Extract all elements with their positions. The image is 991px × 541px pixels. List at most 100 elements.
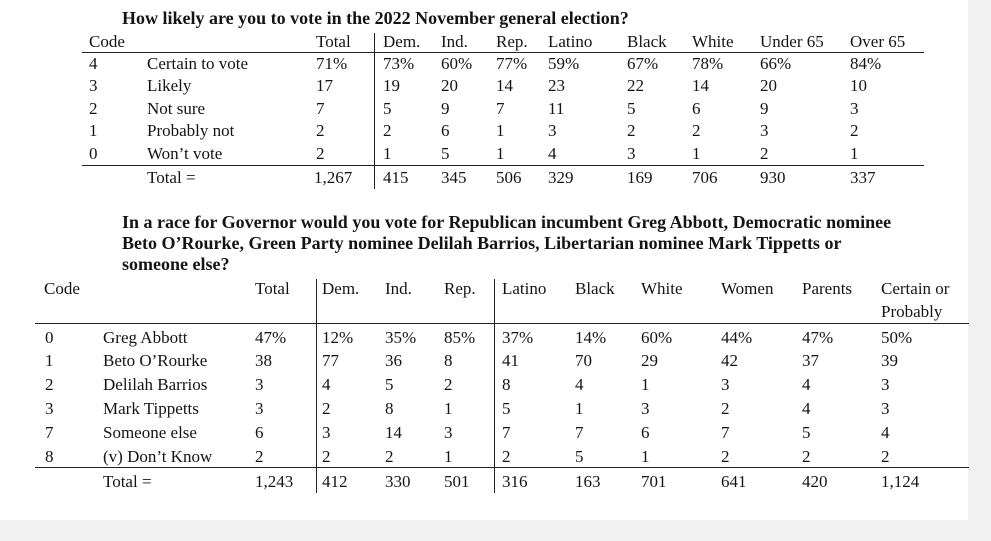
table1-total-cell: 930 <box>760 168 786 187</box>
table2-cell: 37 <box>802 351 819 370</box>
table2-cell: 7 <box>575 423 584 442</box>
table1-cell: 23 <box>548 76 565 95</box>
table1-cell: 71% <box>316 54 348 73</box>
table1-cell: 1 <box>496 121 505 140</box>
table1-row-code: 4 <box>89 54 98 73</box>
table2-column-header: Dem. <box>322 279 360 298</box>
table1-row-label: Probably not <box>147 121 235 140</box>
table2-cell: 6 <box>255 423 264 442</box>
table1-column-header: Total <box>316 32 351 51</box>
table1-cell: 60% <box>441 54 473 73</box>
table1-total-cell: 415 <box>383 168 409 187</box>
table1-cell: 59% <box>548 54 580 73</box>
table2-row-code: 3 <box>45 399 54 418</box>
table2-cell: 1 <box>575 399 584 418</box>
table1-cell: 1 <box>692 144 701 163</box>
table2-cell: 5 <box>575 447 584 466</box>
table2-cell: 2 <box>721 447 730 466</box>
table1-column-header: Rep. <box>496 32 528 51</box>
table2-row-label: (v) Don’t Know <box>103 447 213 466</box>
table2-title: In a race for Governor would you vote fo… <box>122 212 892 274</box>
table1-row-label: Certain to vote <box>147 54 249 73</box>
table2-cell: 39 <box>881 351 898 370</box>
table2-column-header: Probably <box>881 302 943 321</box>
table2-row-label: Delilah Barrios <box>103 375 208 394</box>
table2-cell: 2 <box>444 375 453 394</box>
table2-cell: 47% <box>802 328 834 347</box>
table2-header-rule <box>35 323 969 324</box>
table1-cell: 2 <box>316 121 325 140</box>
table1-column-header: Ind. <box>441 32 468 51</box>
table1-column-header: White <box>692 32 734 51</box>
table2-cell: 70 <box>575 351 592 370</box>
table1-cell: 10 <box>850 76 867 95</box>
table2-row-code: 7 <box>45 423 54 442</box>
table1-column-header: Under 65 <box>760 32 824 51</box>
table2-cell: 2 <box>322 399 331 418</box>
table1-column-divider <box>374 33 375 189</box>
table2-cell: 2 <box>255 447 264 466</box>
table1-cell: 67% <box>627 54 659 73</box>
table2-cell: 1 <box>641 447 650 466</box>
table2-cell: 7 <box>721 423 730 442</box>
table1-cell: 2 <box>760 144 769 163</box>
table1-row-label: Not sure <box>147 99 206 118</box>
table1-total-cell: 329 <box>548 168 574 187</box>
table1-cell: 3 <box>548 121 557 140</box>
table1-cell: 2 <box>627 121 636 140</box>
table2-column-header: Total <box>255 279 290 298</box>
table1-code-header: Code <box>89 32 125 51</box>
table2-row-label: Beto O’Rourke <box>103 351 208 370</box>
table2-cell: 1 <box>444 447 453 466</box>
table2-cell: 85% <box>444 328 476 347</box>
table2-total-cell: 316 <box>502 472 528 491</box>
table1-row-code: 0 <box>89 144 98 163</box>
table1-cell: 73% <box>383 54 415 73</box>
table2-column-header: Black <box>575 279 615 298</box>
table1-total-cell: 337 <box>850 168 876 187</box>
page-edge-right <box>968 0 991 541</box>
table1-cell: 20 <box>760 76 777 95</box>
table2-column-header: White <box>641 279 683 298</box>
table1-cell: 11 <box>548 99 565 118</box>
table1-row-code: 1 <box>89 121 98 140</box>
table2-cell: 8 <box>444 351 453 370</box>
table2-cell: 2 <box>881 447 890 466</box>
table2-total-cell: 1,124 <box>881 472 920 491</box>
table1-cell: 5 <box>627 99 636 118</box>
table2-cell: 47% <box>255 328 287 347</box>
table2-total-cell: 412 <box>322 472 348 491</box>
table2-cell: 2 <box>322 447 331 466</box>
table1-cell: 4 <box>548 144 557 163</box>
table2-total-rule <box>35 467 969 468</box>
table1-cell: 7 <box>316 99 325 118</box>
table1-cell: 6 <box>441 121 450 140</box>
table1-cell: 17 <box>316 76 333 95</box>
table1-cell: 9 <box>760 99 769 118</box>
table2-cell: 3 <box>881 375 890 394</box>
table2-total-label: Total = <box>103 472 152 491</box>
table2-cell: 42 <box>721 351 738 370</box>
table2-cell: 5 <box>385 375 394 394</box>
table1-total-cell: 1,267 <box>314 168 353 187</box>
table1-cell: 3 <box>760 121 769 140</box>
table1-cell: 20 <box>441 76 458 95</box>
table2-cell: 2 <box>385 447 394 466</box>
table2-column-header: Latino <box>502 279 547 298</box>
table1-row-label: Likely <box>147 76 192 95</box>
table1-cell: 22 <box>627 76 644 95</box>
table2-column-divider <box>494 279 495 493</box>
table2-cell: 8 <box>502 375 511 394</box>
table1-row-label: Won’t vote <box>147 144 223 163</box>
table2-column-header: Ind. <box>385 279 412 298</box>
table1-cell: 9 <box>441 99 450 118</box>
table2-row-label: Someone else <box>103 423 197 442</box>
table2-cell: 44% <box>721 328 753 347</box>
table1-cell: 5 <box>383 99 392 118</box>
table1-total-cell: 169 <box>627 168 653 187</box>
table2-cell: 36 <box>385 351 402 370</box>
table2-column-divider <box>316 279 317 493</box>
table1-cell: 6 <box>692 99 701 118</box>
table1-cell: 19 <box>383 76 400 95</box>
table2-cell: 4 <box>322 375 331 394</box>
